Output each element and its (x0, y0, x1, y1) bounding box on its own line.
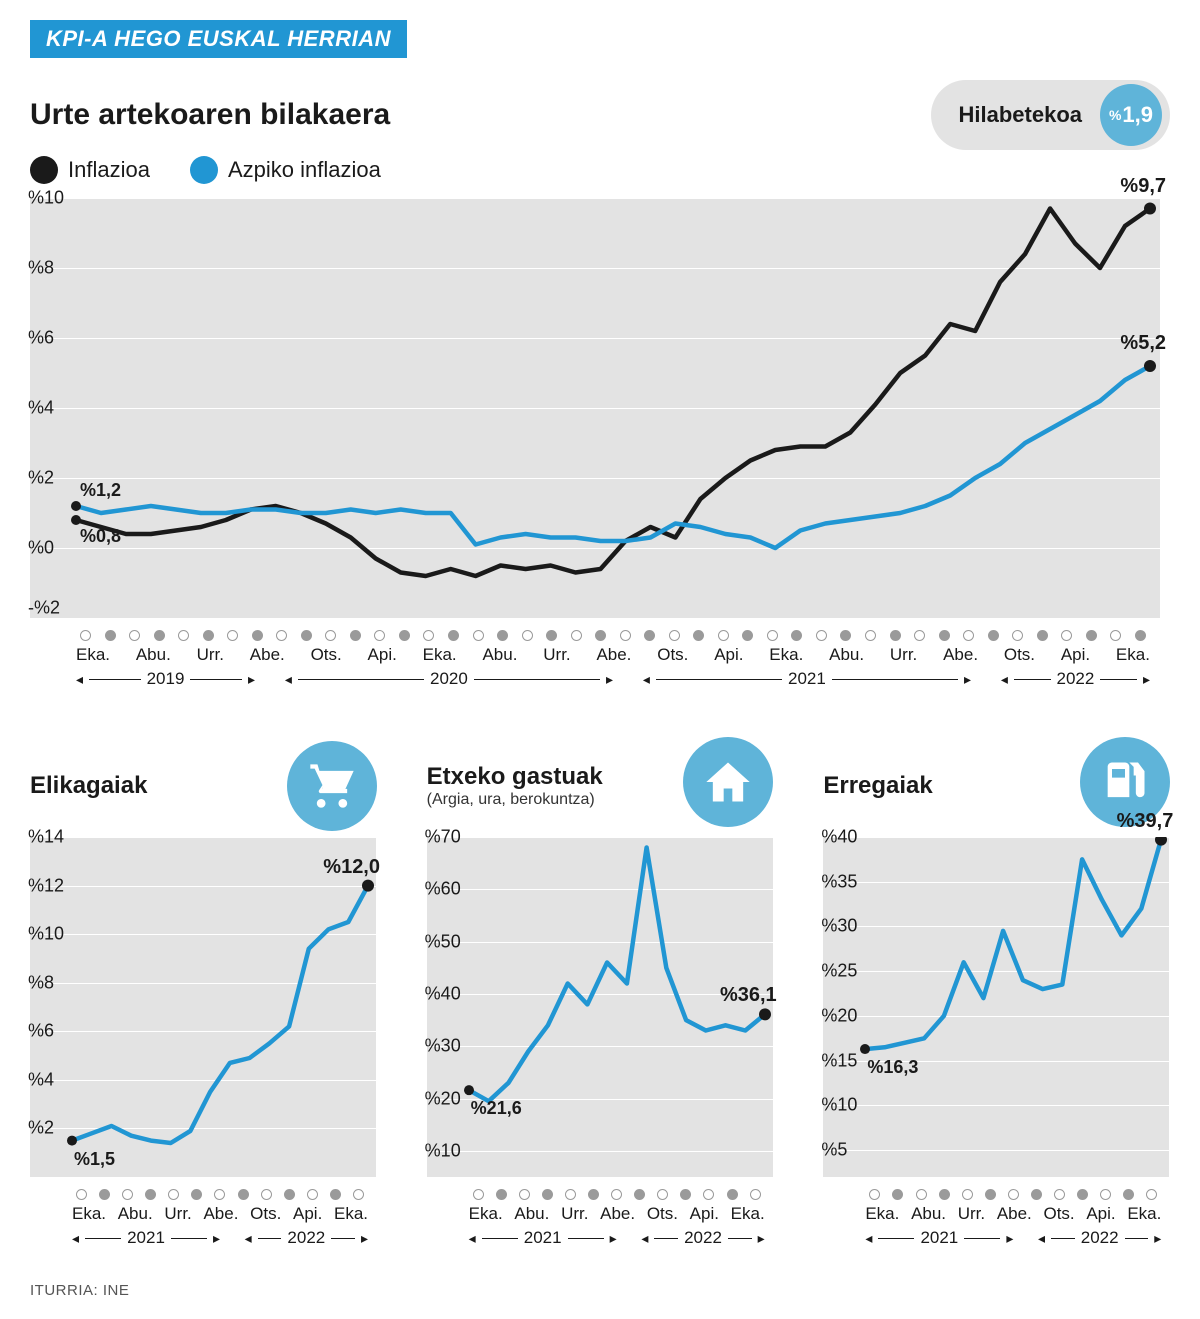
source-line: ITURRIA: INE (30, 1282, 1170, 1299)
badge-circle: %1,9 (1100, 84, 1162, 146)
subtitle: Urte artekoaren bilakaera (30, 98, 390, 132)
home-icon (683, 737, 773, 827)
small-chart-0: Elikagaiak%2%4%6%8%10%12%14%12,0%1,5Eka.… (30, 741, 377, 1254)
legend-item-0: Inflazioa (30, 156, 150, 184)
main-chart: -%2%0%2%4%6%8%10%9,7%5,2%1,2%0,8Eka.xAbu… (30, 198, 1170, 695)
legend-item-1: Azpiko inflazioa (190, 156, 381, 184)
badge-prefix: % (1109, 107, 1121, 123)
badge-label: Hilabetekoa (959, 102, 1083, 128)
small-title-1: Etxeko gastuak (427, 763, 603, 791)
badge-value: 1,9 (1122, 102, 1153, 128)
small-chart-2: Erregaiak%5%10%15%20%25%30%35%40%39,7%16… (823, 741, 1170, 1254)
header-tag: KPI-A HEGO EUSKAL HERRIAN (30, 20, 407, 58)
legend-dot-1 (190, 156, 218, 184)
top-row: Urte artekoaren bilakaera Hilabetekoa %1… (30, 80, 1170, 150)
small-subtitle-1: (Argia, ura, berokuntza) (427, 791, 603, 809)
cart-icon (287, 741, 377, 831)
legend-label-1: Azpiko inflazioa (228, 157, 381, 183)
small-charts-row: Elikagaiak%2%4%6%8%10%12%14%12,0%1,5Eka.… (30, 741, 1170, 1254)
small-title-0: Elikagaiak (30, 772, 147, 800)
small-chart-1: Etxeko gastuak(Argia, ura, berokuntza)%1… (427, 741, 774, 1254)
legend-label-0: Inflazioa (68, 157, 150, 183)
monthly-badge: Hilabetekoa %1,9 (931, 80, 1171, 150)
legend-dot-0 (30, 156, 58, 184)
small-title-2: Erregaiak (823, 772, 932, 800)
legend: Inflazioa Azpiko inflazioa (30, 156, 1170, 184)
